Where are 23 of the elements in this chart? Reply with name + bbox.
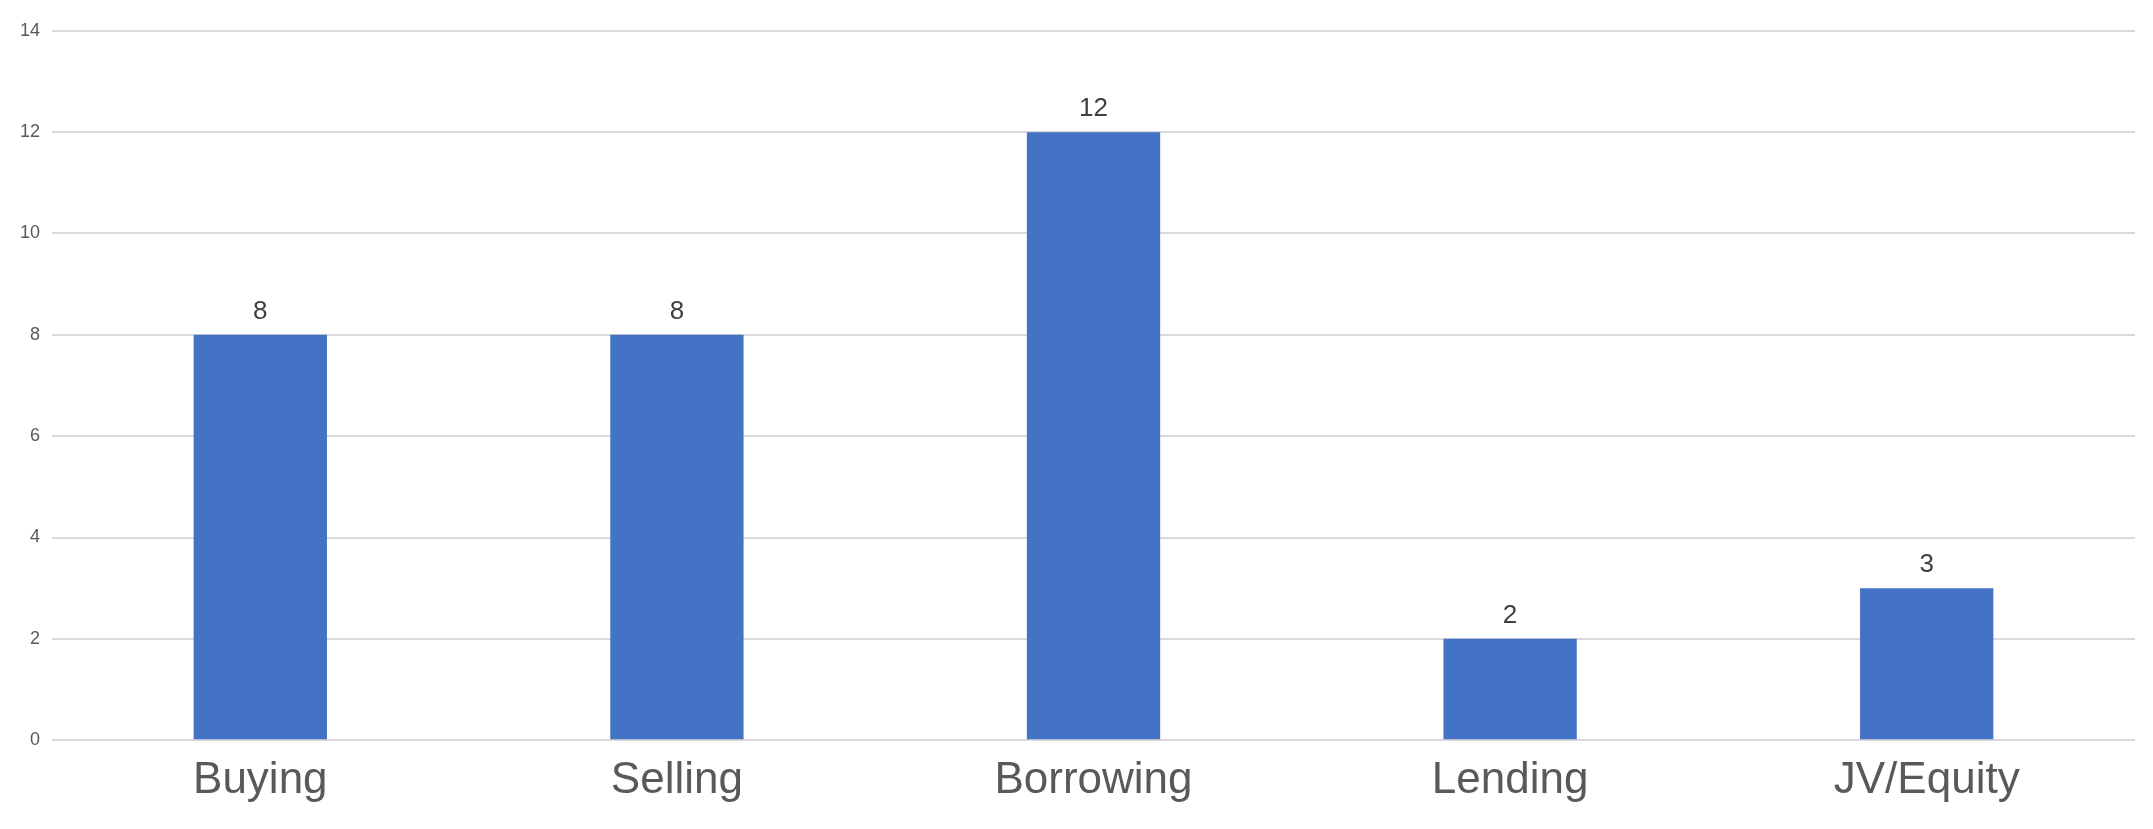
y-tick-label: 14: [19, 19, 41, 40]
y-tick-label: 10: [19, 222, 41, 243]
x-tick-label: Borrowing: [994, 752, 1193, 802]
bar: [1443, 638, 1577, 740]
data-label: 2: [1502, 599, 1518, 630]
y-tick-label: 6: [30, 425, 41, 446]
x-tick-label: Buying: [193, 752, 328, 802]
bar: [193, 334, 327, 740]
y-tick-label: 4: [30, 526, 41, 547]
data-label: 8: [253, 295, 268, 325]
bar: [1026, 132, 1161, 740]
y-tick-label: 2: [30, 627, 41, 648]
y-tick-label: 0: [30, 729, 41, 750]
y-tick-label: 8: [30, 323, 41, 344]
data-label: 12: [1079, 92, 1108, 123]
bar: [610, 334, 744, 740]
x-tick-label: JV/Equity: [1833, 752, 2020, 802]
y-tick-label: 12: [19, 121, 41, 142]
x-tick-label: Selling: [610, 752, 743, 802]
bar: [1860, 588, 1994, 740]
x-tick-label: Lending: [1431, 752, 1589, 802]
data-label: 3: [1919, 548, 1934, 579]
data-label: 8: [669, 295, 685, 325]
